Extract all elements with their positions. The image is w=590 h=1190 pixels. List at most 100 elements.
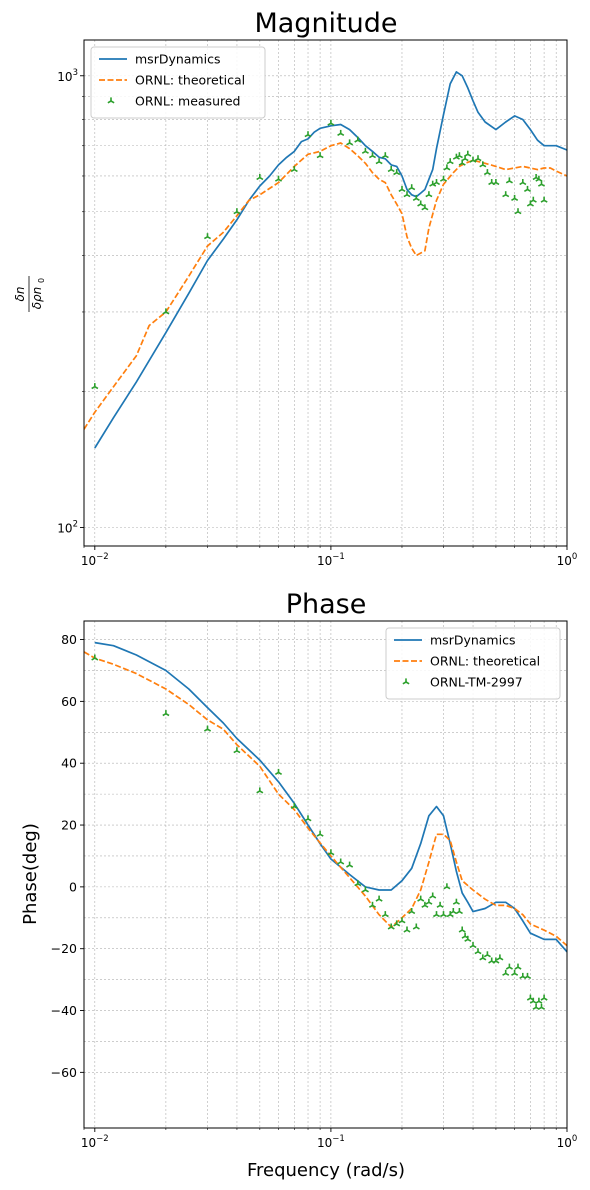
phase-series-2-point (368, 901, 377, 908)
magnitude-y-tick-label: 102 (57, 519, 78, 535)
phase-series-2-point (354, 880, 362, 887)
magnitude-series-2-point (403, 191, 411, 198)
magnitude-series-2-point (443, 164, 451, 171)
phase-legend-label: ORNL-TM-2997 (430, 675, 523, 690)
magnitude-x-ticks: 10−2 10−1 100 (81, 546, 577, 568)
magnitude-series-2-point (408, 184, 416, 191)
phase-series-2-point (452, 898, 460, 905)
phase-series-2-point (502, 969, 510, 976)
magnitude-legend-label: ORNL: theoretical (135, 73, 245, 88)
magnitude-series-0-line (94, 71, 567, 449)
magnitude-series-2-point (412, 194, 420, 201)
phase-series-2-point (387, 923, 395, 930)
magnitude-series-2-markers (91, 119, 548, 390)
magnitude-series-2-point (387, 166, 395, 173)
phase-y-tick-label: 40 (61, 756, 77, 771)
phase-series-2-point (535, 997, 543, 1004)
phase-plot-area: 10−2 10−1 100 80 60 40 20 0 −20 −40 −60 (51, 620, 577, 1150)
phase-grid (83, 621, 568, 1128)
phase-xlabel: Frequency (rad/s) (247, 1160, 405, 1181)
phase-ylabel: Phase(deg) (20, 823, 41, 925)
magnitude-series-2-point (446, 158, 454, 165)
phase-y-tick-label: −40 (51, 1003, 77, 1018)
phase-series-2-point (417, 895, 425, 902)
magnitude-series-2-point (346, 139, 354, 146)
magnitude-legend-box (90, 46, 266, 119)
magnitude-ylabel-subscript: 0 (37, 278, 46, 283)
magnitude-series-1-line (84, 142, 567, 430)
magnitude-series-2-point (290, 166, 298, 173)
phase-series-0-line (94, 641, 567, 953)
phase-y-tick-label: 0 (69, 879, 77, 894)
magnitude-series-2-point (537, 180, 546, 187)
phase-series-2-point (432, 911, 441, 918)
phase-y-ticks: 80 60 40 20 0 −20 −40 −60 (51, 632, 84, 1080)
magnitude-series-2-point (368, 152, 377, 159)
magnitude-series-2-point (514, 208, 522, 215)
magnitude-series-2-point (455, 152, 463, 159)
phase-series-2-point (449, 907, 457, 915)
phase-series-2-point (492, 957, 500, 964)
magnitude-series-2-point (393, 169, 401, 176)
magnitude-legend-marker (107, 97, 115, 104)
phase-x-ticks: 10−2 10−1 100 (81, 1128, 577, 1150)
magnitude-series-2-point (429, 180, 437, 187)
magnitude-series-2-point (162, 308, 170, 315)
phase-series-2-point (421, 901, 429, 908)
magnitude-series-2-point (511, 194, 519, 201)
magnitude-series-2-point (381, 152, 389, 159)
magnitude-ylabel-numerator: δn (13, 287, 27, 302)
phase-legend-label: ORNL: theoretical (430, 654, 540, 669)
phase-series-2-point (327, 849, 335, 856)
magnitude-series-2-point (233, 208, 241, 215)
magnitude-series-2-point (439, 175, 448, 182)
magnitude-series-2-point (479, 161, 487, 168)
phase-series-2-point (496, 954, 504, 961)
magnitude-grid (83, 40, 568, 546)
phase-series-2-point (540, 994, 548, 1001)
phase-y-tick-label: −20 (51, 941, 77, 956)
magnitude-series-2-point (464, 150, 472, 157)
magnitude-series-2-point (327, 119, 335, 126)
phase-series-2-point (381, 911, 389, 918)
phase-legend-item: ORNL-TM-2997 (402, 675, 523, 690)
magnitude-series-2-point (256, 174, 264, 181)
magnitude-legend-item: ORNL: measured (107, 94, 240, 109)
magnitude-series-2-point (421, 204, 429, 211)
magnitude-plot-area: 10−2 10−1 100 102 103 (57, 39, 577, 568)
magnitude-legend-item: msrDynamics (99, 52, 220, 67)
phase-series-2-point (393, 920, 401, 927)
magnitude-series-2-point (523, 185, 532, 192)
phase-series-2-point (91, 654, 99, 661)
magnitude-series-2-point (540, 196, 548, 203)
magnitude-x-tick-label: 10−2 (81, 552, 109, 568)
phase-series-2-point (256, 787, 264, 794)
magnitude-series-2-point (469, 156, 477, 163)
phase-series-2-point (346, 861, 354, 868)
magnitude-series-group (84, 71, 567, 449)
phase-series-2-point (479, 954, 487, 961)
magnitude-series-2-point (274, 175, 283, 182)
magnitude-series-2-point (375, 158, 383, 165)
phase-series-2-point (483, 951, 491, 958)
phase-series-2-point (316, 830, 324, 837)
phase-series-2-point (412, 923, 420, 930)
phase-y-tick-label: −60 (51, 1065, 77, 1080)
phase-series-2-point (436, 901, 444, 908)
phase-series-2-point (162, 710, 170, 717)
phase-series-2-point (443, 883, 451, 890)
phase-legend: msrDynamics ORNL: theoretical ORNL-TM-2997 (385, 627, 561, 700)
phase-series-2-point (233, 747, 241, 754)
magnitude-series-2-point (474, 155, 482, 162)
magnitude-legend: msrDynamics ORNL: theoretical ORNL: measur… (90, 46, 266, 119)
magnitude-title: Magnitude (254, 8, 397, 39)
magnitude-series-2-point (505, 177, 513, 184)
magnitude-legend-label: ORNL: measured (135, 94, 240, 109)
phase-axes-frame (83, 620, 568, 1129)
phase-y-tick-label: 20 (61, 818, 77, 833)
phase-series-2-point (375, 895, 383, 902)
magnitude-series-2-point (337, 129, 345, 136)
magnitude-y-ticks: 102 103 (57, 68, 84, 535)
phase-legend-item: ORNL: theoretical (394, 654, 540, 669)
